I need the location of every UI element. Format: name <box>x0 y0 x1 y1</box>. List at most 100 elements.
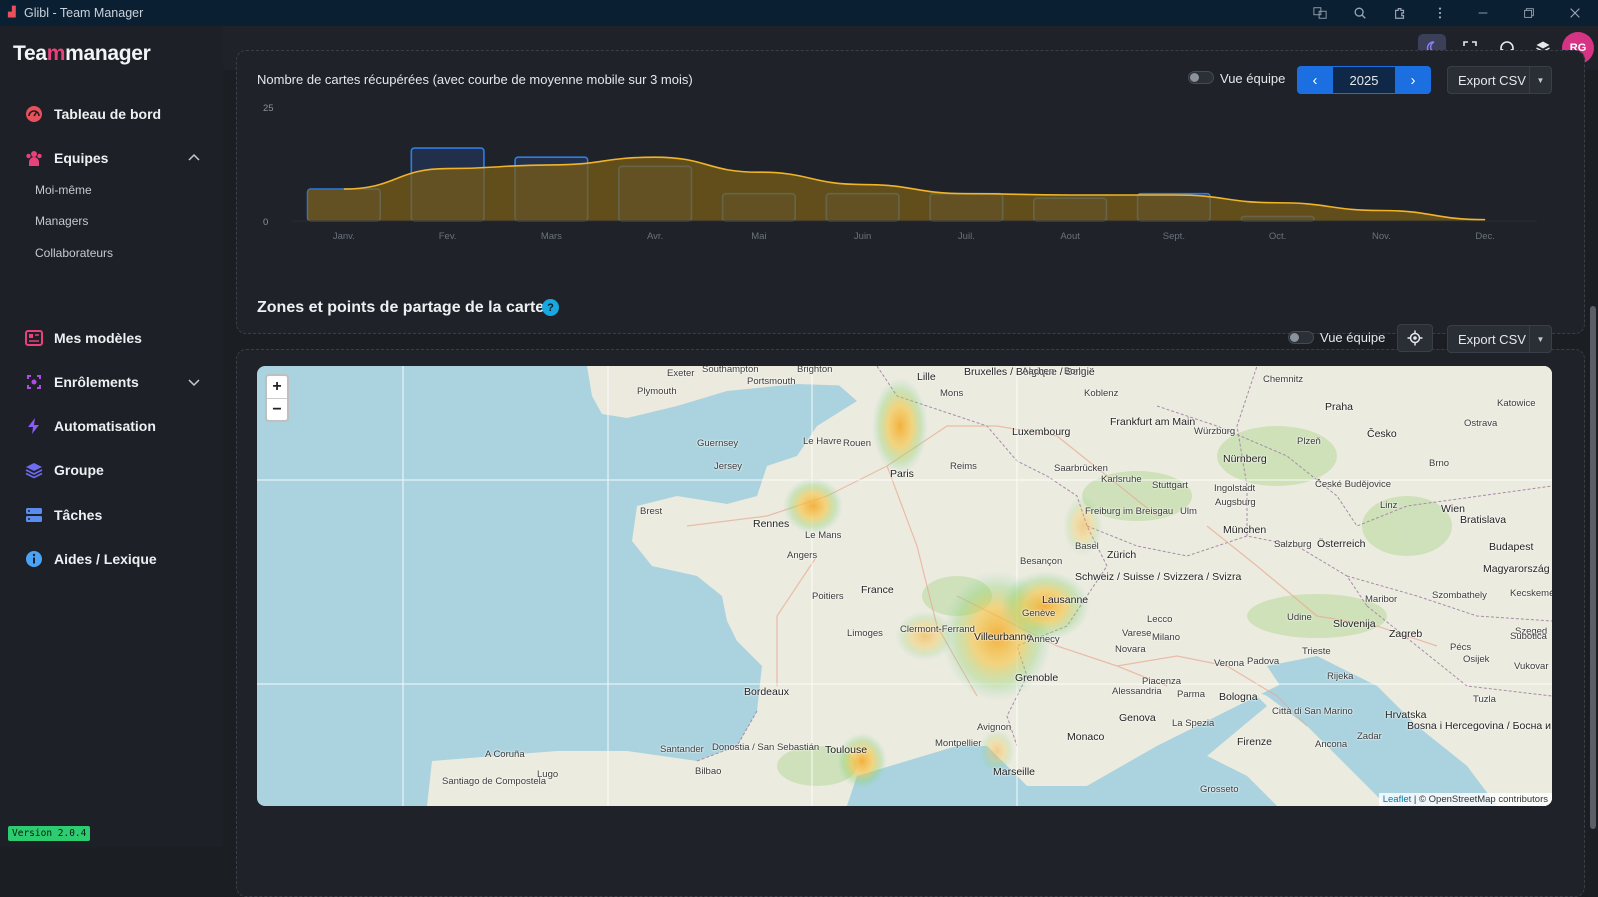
map-place-label: Zürich <box>1107 549 1137 561</box>
help-icon[interactable]: ? <box>542 299 559 316</box>
sidebar-item-groupe[interactable]: Groupe <box>0 452 223 488</box>
monthly-cards-chart: 25 0 Janv. Fev. Mars Avr. Mai Juin Juil. Aout Sept… <box>263 103 1537 242</box>
map-place-label: Piacenza <box>1142 676 1182 687</box>
map-place-label: Brno <box>1429 458 1450 469</box>
next-year-button[interactable]: › <box>1395 66 1431 94</box>
sidebar-item-taches[interactable]: Tâches <box>0 497 223 533</box>
minimize-icon[interactable] <box>1460 0 1506 26</box>
sidebar-subitem-managers[interactable]: Managers <box>35 214 89 228</box>
sidebar-subitem-moi-meme[interactable]: Moi-même <box>35 183 92 197</box>
fullscreen-icon[interactable] <box>1456 34 1484 62</box>
sidebar-item-enrolements[interactable]: Enrôlements <box>0 364 223 400</box>
map-place-label: Bonn <box>1064 366 1087 377</box>
prev-year-button[interactable]: ‹ <box>1297 66 1333 94</box>
map-place-label: Novara <box>1115 644 1146 655</box>
map-place-label: Angers <box>787 550 818 561</box>
map-export-csv-button[interactable]: Export CSV ▼ <box>1447 325 1552 353</box>
map-place-label: Alessandria <box>1112 686 1162 697</box>
export-csv-button[interactable]: Export CSV ▼ <box>1447 66 1552 94</box>
map-place-label: Schweiz / Suisse / Svizzera / Svizra <box>1075 571 1242 583</box>
map-place-label: Osijek <box>1463 654 1490 665</box>
sidebar-subitem-collaborateurs[interactable]: Collaborateurs <box>35 246 114 260</box>
map-place-label: Parma <box>1177 689 1205 700</box>
x-tick-label: Dec. <box>1475 231 1495 242</box>
map-place-label: Česko <box>1367 428 1397 440</box>
map-place-label: Bratislava <box>1460 514 1507 526</box>
map-place-label: Rouen <box>843 438 871 449</box>
map-place-label: Szombathely <box>1432 590 1487 601</box>
map-place-label: Österreich <box>1317 538 1366 550</box>
map-place-label: Città di San Marino <box>1272 706 1353 717</box>
scrollbar-thumb[interactable] <box>1590 306 1596 829</box>
heatmap-map[interactable]: Plymouth Exeter Southampton Portsmouth Brigh… <box>257 366 1552 806</box>
chevron-down-icon[interactable] <box>187 375 201 389</box>
map-place-label: Lugo <box>537 769 559 780</box>
map-place-label: Lausanne <box>1042 594 1089 606</box>
map-team-view-label: Vue équipe <box>1320 330 1386 345</box>
sidebar-item-label: Groupe <box>54 462 104 478</box>
page-scrollbar[interactable] <box>1588 70 1598 847</box>
map-place-label: Brighton <box>797 366 833 375</box>
moving-average-line <box>343 156 1486 221</box>
close-icon[interactable] <box>1552 0 1598 26</box>
map-place-label: Grosseto <box>1200 784 1239 795</box>
map-place-label: Avignon <box>977 722 1012 733</box>
sidebar-item-mes-modeles[interactable]: Mes modèles <box>0 320 223 356</box>
sidebar-item-equipes[interactable]: Equipes <box>0 140 223 176</box>
zoom-icon[interactable] <box>1340 0 1380 26</box>
team-view-toggle[interactable] <box>1188 71 1214 84</box>
map-place-label: Donostia / San Sebastián <box>712 742 820 753</box>
map-place-label: Villeurbanne <box>974 631 1033 643</box>
map-place-label: Wien <box>1441 503 1465 515</box>
zoom-out-button[interactable]: − <box>267 398 287 420</box>
map-place-label: Clermont-Ferrand <box>900 624 975 635</box>
sidebar-item-aides[interactable]: Aides / Lexique <box>0 541 223 577</box>
map-place-label: Ulm <box>1180 506 1197 517</box>
sidebar-item-dashboard[interactable]: Tableau de bord <box>0 96 223 132</box>
map-place-label: La Spezia <box>1172 718 1215 729</box>
map-place-label: Salzburg <box>1274 539 1312 550</box>
zoom-in-button[interactable]: + <box>272 378 282 395</box>
map-attribution: Leaflet | © OpenStreetMap contributors <box>1378 793 1552 806</box>
caret-down-icon[interactable]: ▼ <box>1529 326 1551 352</box>
map-place-label: Nürnberg <box>1223 453 1267 465</box>
map-place-label: München <box>1223 524 1267 536</box>
team-view-label: Vue équipe <box>1220 71 1286 86</box>
caret-down-icon[interactable]: ▼ <box>1529 67 1551 93</box>
map-place-label: Limoges <box>847 628 883 639</box>
map-place-label: Ostrava <box>1464 418 1498 429</box>
sidebar-item-label: Tableau de bord <box>54 106 162 122</box>
map-place-label: Subotica <box>1510 631 1547 642</box>
more-menu-icon[interactable] <box>1420 0 1460 26</box>
sidebar-item-automatisation[interactable]: Automatisation <box>0 408 223 444</box>
map-place-label: Toulouse <box>825 744 868 756</box>
map-place-label: Luxembourg <box>1012 426 1071 438</box>
map-place-label: Firenze <box>1237 736 1273 748</box>
map-place-label: Verona <box>1214 658 1245 669</box>
map-place-label: Bologna <box>1219 691 1258 703</box>
map-place-label: Grenoble <box>1015 672 1059 684</box>
year-selector: ‹ 2025 › <box>1297 66 1431 94</box>
app-logo[interactable]: Teammanager <box>13 42 151 65</box>
sidebar-item-label: Tâches <box>54 507 103 523</box>
map-place-label: Marseille <box>993 766 1036 778</box>
restore-icon[interactable] <box>1506 0 1552 26</box>
map-place-label: Ingolstadt <box>1214 483 1256 494</box>
map-team-view-toggle[interactable] <box>1288 331 1314 344</box>
chevron-up-icon[interactable] <box>187 151 201 165</box>
crosshair-icon <box>1407 330 1423 346</box>
leaflet-link[interactable]: Leaflet <box>1382 794 1412 805</box>
map-base-layer <box>257 366 1552 806</box>
extensions-icon[interactable] <box>1380 0 1420 26</box>
window-title: Glibl - Team Manager <box>24 6 144 20</box>
map-place-label: Chemnitz <box>1263 374 1304 385</box>
map-place-label: Stuttgart <box>1152 480 1188 491</box>
x-tick-label: Sept. <box>1163 231 1185 242</box>
map-place-label: Monaco <box>1067 731 1105 743</box>
map-place-label: Budapest <box>1489 541 1534 553</box>
translate-icon[interactable] <box>1300 0 1340 26</box>
map-place-label: Trieste <box>1302 646 1331 657</box>
map-place-label: Portsmouth <box>747 376 796 387</box>
locate-button[interactable] <box>1397 324 1433 352</box>
map-place-label: Pécs <box>1450 642 1472 653</box>
